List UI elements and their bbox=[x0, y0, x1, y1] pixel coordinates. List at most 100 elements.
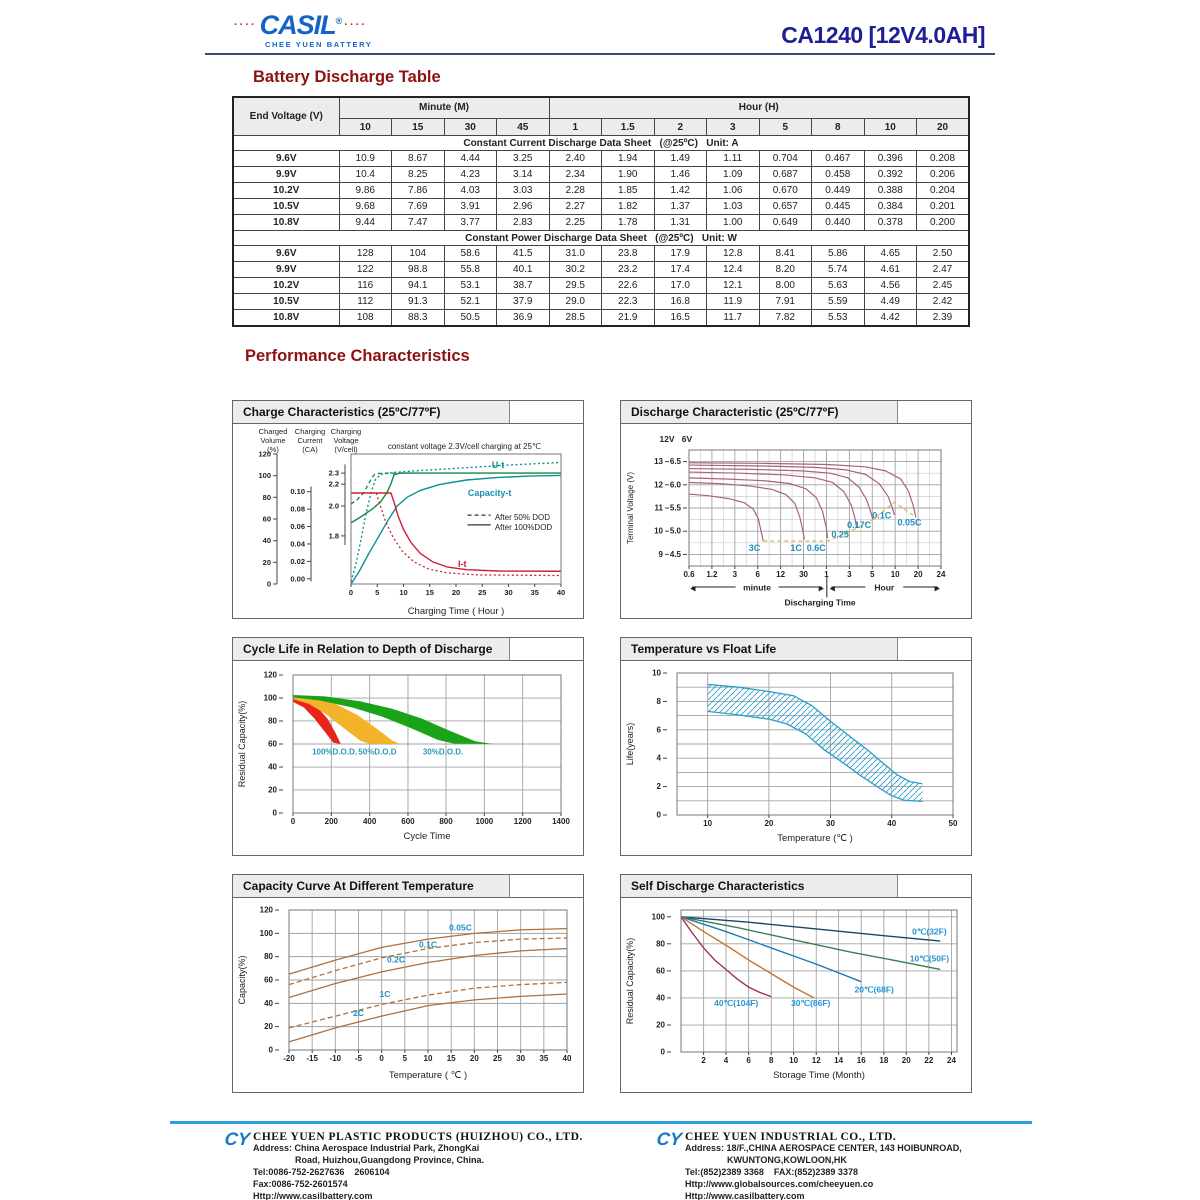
company-name: CHEE YUEN INDUSTRIAL CO., LTD. bbox=[685, 1131, 897, 1143]
value-cell: 0.206 bbox=[916, 166, 970, 183]
value-cell: 2.42 bbox=[916, 293, 970, 310]
svg-text:0.1C: 0.1C bbox=[419, 939, 437, 949]
column-header: 3 bbox=[706, 118, 760, 136]
value-cell: 0.467 bbox=[811, 150, 865, 167]
value-cell: 108 bbox=[338, 309, 392, 327]
svg-text:600: 600 bbox=[401, 817, 415, 826]
value-cell: 0.201 bbox=[916, 198, 970, 215]
table-row: 10.5V 9.68 7.69 3.91 2.96 2.27 1.82 1.37 1.03 0.6… bbox=[232, 198, 970, 215]
value-cell: 2.45 bbox=[916, 277, 970, 294]
value-cell: 0.440 bbox=[811, 214, 865, 231]
svg-text:▶: ▶ bbox=[935, 585, 941, 592]
svg-text:1000: 1000 bbox=[475, 817, 493, 826]
svg-text:400: 400 bbox=[363, 817, 377, 826]
value-cell: 0.208 bbox=[916, 150, 970, 167]
svg-text:0.08: 0.08 bbox=[290, 505, 305, 514]
svg-text:Current: Current bbox=[297, 436, 323, 445]
svg-text:80: 80 bbox=[656, 939, 665, 948]
svg-text:1C: 1C bbox=[379, 989, 390, 999]
panel-title: Charge Characteristics (25ºC/77ºF) bbox=[233, 401, 510, 423]
value-cell: 17.0 bbox=[653, 277, 707, 294]
svg-text:40℃(104F): 40℃(104F) bbox=[714, 998, 758, 1008]
value-cell: 41.5 bbox=[496, 245, 550, 262]
value-cell: 3.77 bbox=[443, 214, 497, 231]
company-url: Http://www.casilbattery.com bbox=[685, 1190, 805, 1200]
value-cell: 3.14 bbox=[496, 166, 550, 183]
panel-discharge-characteristic: Discharge Characteristic (25ºC/77ºF) 0.6… bbox=[620, 400, 972, 619]
svg-text:10: 10 bbox=[652, 669, 661, 678]
value-cell: 1.06 bbox=[706, 182, 760, 199]
panel-cycle-life: Cycle Life in Relation to Depth of Disch… bbox=[232, 637, 584, 856]
svg-text:-15: -15 bbox=[306, 1054, 318, 1063]
svg-text:30: 30 bbox=[504, 588, 512, 597]
charge-characteristics-chart: 0 5 10 15 20 25 30 35 40 120 100 80 60 40 20 0 0.10 0.08 0… bbox=[258, 427, 565, 617]
svg-text:5: 5 bbox=[375, 588, 379, 597]
table-row: 9.9V 10.4 8.25 4.23 3.14 2.34 1.90 1.46 1.09 0.68… bbox=[232, 166, 970, 183]
svg-text:0.05C: 0.05C bbox=[449, 923, 472, 933]
value-cell: 10.4 bbox=[338, 166, 392, 183]
svg-text:6: 6 bbox=[657, 725, 662, 734]
content-column: ···· CASIL® ···· CHEE YUEN BATTERY CA124… bbox=[205, 0, 995, 1093]
svg-text:50%D.O.D: 50%D.O.D bbox=[358, 748, 396, 757]
value-cell: 9.44 bbox=[338, 214, 392, 231]
page-header: ···· CASIL® ···· CHEE YUEN BATTERY CA124… bbox=[205, 0, 995, 55]
value-cell: 0.392 bbox=[863, 166, 917, 183]
svg-text:Charging: Charging bbox=[295, 427, 325, 436]
value-cell: 88.3 bbox=[391, 309, 445, 327]
svg-text:0.02: 0.02 bbox=[290, 557, 305, 566]
self-discharge-chart: 2 4 6 8 10 12 14 16 18 20 22 241008060402000℃(32F)1… bbox=[625, 909, 958, 1081]
svg-text:6V: 6V bbox=[682, 434, 693, 444]
svg-text:20: 20 bbox=[764, 819, 773, 828]
value-cell: 12.1 bbox=[706, 277, 760, 294]
value-cell: 21.9 bbox=[601, 309, 655, 327]
svg-text:Capacity(%): Capacity(%) bbox=[237, 955, 247, 1004]
value-cell: 17.9 bbox=[653, 245, 707, 262]
value-cell: 9.86 bbox=[338, 182, 392, 199]
value-cell: 1.78 bbox=[601, 214, 655, 231]
svg-text:0.2C: 0.2C bbox=[387, 955, 405, 965]
value-cell: 11.7 bbox=[706, 309, 760, 327]
svg-text:200: 200 bbox=[325, 817, 339, 826]
value-cell: 1.49 bbox=[653, 150, 707, 167]
value-cell: 5.53 bbox=[811, 309, 865, 327]
svg-text:24: 24 bbox=[937, 570, 946, 579]
panel-title: Self Discharge Characteristics bbox=[621, 875, 898, 897]
value-cell: 38.7 bbox=[496, 277, 550, 294]
value-cell: 4.23 bbox=[443, 166, 497, 183]
value-cell: 0.449 bbox=[811, 182, 865, 199]
svg-text:20: 20 bbox=[268, 785, 277, 794]
svg-text:0.6: 0.6 bbox=[683, 570, 695, 579]
svg-text:40: 40 bbox=[557, 588, 565, 597]
svg-text:Residual Capacity(%): Residual Capacity(%) bbox=[237, 701, 247, 788]
company-name: CHEE YUEN PLASTIC PRODUCTS (HUIZHOU) CO.… bbox=[253, 1131, 583, 1143]
svg-text:Temperature ( ℃ ): Temperature ( ℃ ) bbox=[389, 1070, 467, 1081]
svg-text:Cycle Time: Cycle Time bbox=[404, 831, 451, 842]
svg-text:0: 0 bbox=[657, 811, 662, 820]
value-cell: 0.670 bbox=[758, 182, 812, 199]
svg-text:80: 80 bbox=[264, 952, 273, 961]
svg-text:◀: ◀ bbox=[829, 585, 835, 592]
svg-text:9: 9 bbox=[659, 550, 664, 559]
svg-text:6: 6 bbox=[746, 1056, 751, 1065]
svg-text:0: 0 bbox=[273, 809, 278, 818]
chart-panels-grid: Charge Characteristics (25ºC/77ºF) 0 5 10 1… bbox=[232, 400, 995, 1093]
svg-text:15: 15 bbox=[447, 1054, 456, 1063]
value-cell: 2.39 bbox=[916, 309, 970, 327]
svg-text:0: 0 bbox=[267, 580, 271, 589]
svg-text:0.6C: 0.6C bbox=[807, 543, 827, 553]
company-url: Http://www.globalsources.com/cheeyuen.co bbox=[685, 1178, 874, 1189]
discharge-characteristic-chart: 0.6 1.2 3 6 12 30 1 3 5 10 20 241312111096.56.05.55… bbox=[626, 434, 946, 608]
value-cell: 2.96 bbox=[496, 198, 550, 215]
svg-text:U-t: U-t bbox=[492, 460, 505, 470]
svg-text:25: 25 bbox=[493, 1054, 502, 1063]
svg-text:40: 40 bbox=[887, 819, 896, 828]
svg-text:100%D.O.D.: 100%D.O.D. bbox=[312, 748, 357, 757]
value-cell: 2.34 bbox=[548, 166, 602, 183]
value-cell: 2.40 bbox=[548, 150, 602, 167]
svg-text:20: 20 bbox=[470, 1054, 479, 1063]
value-cell: 1.03 bbox=[706, 198, 760, 215]
end-voltage-cell: 9.9V bbox=[232, 166, 340, 183]
svg-text:▶: ▶ bbox=[819, 585, 825, 592]
svg-text:-5: -5 bbox=[355, 1054, 363, 1063]
svg-text:Hour: Hour bbox=[874, 582, 895, 592]
